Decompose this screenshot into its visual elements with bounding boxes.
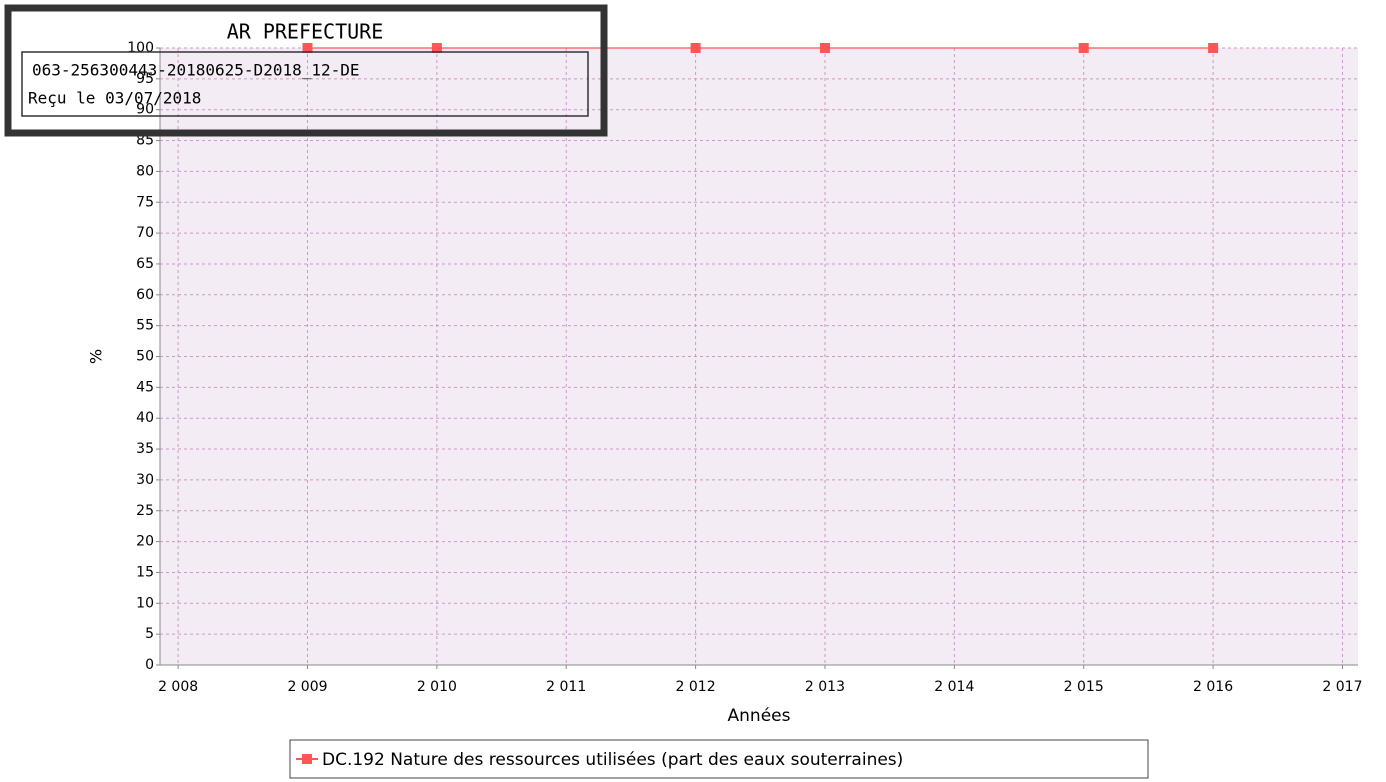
y-tick-label: 10 xyxy=(136,595,154,611)
y-tick-label: 45 xyxy=(136,379,154,395)
data-point xyxy=(302,43,313,53)
y-tick-label: 65 xyxy=(136,256,154,272)
data-point xyxy=(431,43,442,53)
x-tick-label: 2 009 xyxy=(287,679,327,695)
legend-marker xyxy=(302,754,312,764)
x-tick-label: 2 011 xyxy=(546,679,586,695)
y-tick-label: 60 xyxy=(136,287,154,303)
y-tick-label: 85 xyxy=(136,133,154,149)
x-tick-label: 2 017 xyxy=(1322,679,1362,695)
data-point xyxy=(1078,43,1089,53)
stamp: AR PREFECTURE 063-256300443-20180625-D201… xyxy=(4,4,608,137)
y-tick-label: 40 xyxy=(136,410,154,426)
y-tick-label: 25 xyxy=(136,503,154,519)
stamp-reference: 063-256300443-20180625-D2018_12-DE xyxy=(32,61,360,80)
legend: DC.192 Nature des ressources utilisées (… xyxy=(289,739,1149,779)
y-tick-label: 0 xyxy=(145,657,154,673)
x-axis-label: Années xyxy=(728,706,791,726)
data-point xyxy=(690,43,701,53)
stamp-frame xyxy=(4,4,608,137)
legend-box xyxy=(289,739,1149,779)
x-tick-label: 2 012 xyxy=(676,679,716,695)
stamp-received: Reçu le 03/07/2018 xyxy=(28,89,201,108)
x-tick-label: 2 013 xyxy=(805,679,845,695)
x-tick-label: 2 008 xyxy=(158,679,198,695)
y-tick-label: 5 xyxy=(145,626,154,642)
y-tick-label: 100 xyxy=(127,40,154,56)
plot-area xyxy=(160,48,1358,665)
x-tick-label: 2 014 xyxy=(934,679,974,695)
data-point xyxy=(1208,43,1219,53)
y-tick-label: 95 xyxy=(136,71,154,87)
y-tick-label: 55 xyxy=(136,318,154,334)
x-tick-label: 2 016 xyxy=(1193,679,1233,695)
y-tick-label: 50 xyxy=(136,349,154,365)
y-tick-label: 15 xyxy=(136,564,154,580)
x-tick-label: 2 015 xyxy=(1064,679,1104,695)
y-tick-label: 90 xyxy=(136,102,154,118)
y-tick-label: 75 xyxy=(136,194,154,210)
x-tick-label: 2 010 xyxy=(417,679,457,695)
stamp-inner-frame xyxy=(21,51,589,117)
y-tick-label: 35 xyxy=(136,441,154,457)
legend-label: DC.192 Nature des ressources utilisées (… xyxy=(322,750,903,770)
y-axis-label: % xyxy=(87,349,106,364)
y-tick-label: 80 xyxy=(136,163,154,179)
y-tick-label: 70 xyxy=(136,225,154,241)
stamp-title: AR PREFECTURE xyxy=(227,20,384,44)
y-tick-label: 30 xyxy=(136,472,154,488)
data-point xyxy=(819,43,830,53)
y-tick-label: 20 xyxy=(136,534,154,550)
